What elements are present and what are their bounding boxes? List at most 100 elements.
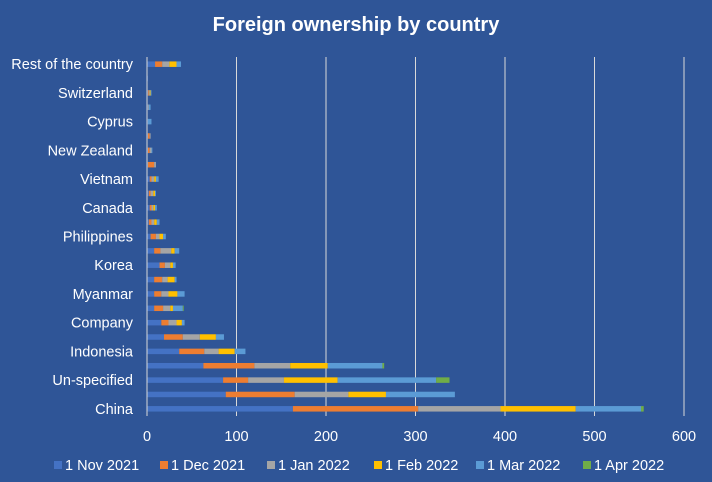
legend-swatch xyxy=(374,461,382,469)
category-label: Vietnam xyxy=(80,172,133,188)
legend-label: 1 Jan 2022 xyxy=(278,458,350,474)
bar-segment-series-4-cat-6 xyxy=(181,319,185,326)
legend-label: 1 Apr 2022 xyxy=(594,458,664,474)
bar-segment-series-4-cat-13 xyxy=(156,219,160,225)
bar-segment-series-1-cat-1 xyxy=(225,391,295,398)
bar-segment-series-3-cat-12 xyxy=(159,233,164,240)
bar-segment-series-3-cat-4 xyxy=(218,348,235,355)
bar-segment-series-2-cat-15 xyxy=(150,190,154,197)
bar-segment-series-0-cat-13 xyxy=(147,219,149,225)
bar-segment-series-1-cat-9 xyxy=(154,276,163,283)
bar-segment-series-1-cat-17 xyxy=(147,161,155,168)
bar-segment-series-3-cat-15 xyxy=(153,190,156,197)
x-tick-labels: 0 100 200 300 400 500 600 xyxy=(143,429,696,445)
bar-segment-series-1-cat-16 xyxy=(149,176,152,182)
bar-segment-series-3-cat-10 xyxy=(170,262,173,268)
bar-segment-series-0-cat-7 xyxy=(147,305,155,312)
bar-segment-series-2-cat-14 xyxy=(151,205,154,211)
bar-segment-series-1-cat-12 xyxy=(150,233,156,240)
category-label: Switzerland xyxy=(58,86,133,102)
category-label: Company xyxy=(71,316,134,332)
category-labels: China Un-specified Indonesia Company Myanmar… xyxy=(11,57,134,418)
bar-segment-series-1-cat-7 xyxy=(154,305,164,312)
bar-segment-series-2-cat-19 xyxy=(149,133,151,139)
legend-swatch xyxy=(267,461,275,469)
bar-segment-series-1-cat-15 xyxy=(148,190,151,197)
legend-swatch xyxy=(583,461,591,469)
bar-segment-series-0-cat-5 xyxy=(147,334,165,340)
bar-segment-series-2-cat-2 xyxy=(248,377,284,383)
bar-segment-series-0-cat-8 xyxy=(147,291,155,297)
bar-segment-series-1-cat-14 xyxy=(149,205,152,211)
bar-segment-series-4-cat-9 xyxy=(174,276,177,283)
bar-segment-series-0-cat-1 xyxy=(147,391,226,398)
bar-segment-series-2-cat-22 xyxy=(148,90,150,96)
x-tick-label: 200 xyxy=(314,429,338,445)
x-tick-label: 400 xyxy=(493,429,517,445)
category-label: Un-specified xyxy=(52,373,133,389)
legend-swatch xyxy=(54,461,62,469)
bar-segment-series-2-cat-4 xyxy=(204,348,219,355)
category-label: Philippines xyxy=(63,230,133,246)
legend-label: 1 Nov 2021 xyxy=(65,458,139,474)
bar-segment-series-4-cat-12 xyxy=(163,233,166,240)
bar-segment-series-3-cat-1 xyxy=(348,391,386,398)
bar-segment-series-0-cat-4 xyxy=(147,348,180,355)
bar-segment-series-1-cat-13 xyxy=(148,219,152,225)
category-label: Canada xyxy=(82,201,134,217)
bar-segment-series-4-cat-22 xyxy=(150,90,152,96)
bar-segment-series-1-cat-10 xyxy=(159,262,165,268)
bar-segment-series-2-cat-17 xyxy=(154,161,156,168)
bar-segment-series-0-cat-10 xyxy=(147,262,160,268)
bar-segment-series-4-cat-3 xyxy=(327,362,383,369)
bar-segment-series-4-cat-16 xyxy=(155,176,159,182)
bar-segment-series-1-cat-6 xyxy=(161,319,169,326)
x-tick-label: 300 xyxy=(403,429,427,445)
bar-segment-series-0-cat-6 xyxy=(147,319,162,326)
bar-segment-series-0-cat-2 xyxy=(147,377,224,383)
category-label: Rest of the country xyxy=(11,57,133,73)
bar-segment-series-2-cat-1 xyxy=(294,391,349,398)
category-label: Indonesia xyxy=(70,344,134,360)
gridlines xyxy=(236,57,685,416)
legend-label: 1 Feb 2022 xyxy=(385,458,458,474)
bar-segment-series-2-cat-0 xyxy=(418,406,501,412)
bar-segment-series-1-cat-4 xyxy=(179,348,205,355)
bar-segment-series-1-cat-19 xyxy=(147,133,150,139)
bar-segment-series-5-cat-3 xyxy=(382,362,385,369)
bar-segment-series-2-cat-5 xyxy=(182,334,200,340)
bar-segment-series-3-cat-22 xyxy=(149,90,151,96)
legend-swatch xyxy=(476,461,484,469)
bar-segment-series-4-cat-24 xyxy=(176,61,182,67)
bar-segment-series-3-cat-3 xyxy=(290,362,328,369)
bar-segment-series-2-cat-10 xyxy=(164,262,171,268)
bar-segment-series-3-cat-13 xyxy=(154,219,157,225)
bar-segment-series-3-cat-9 xyxy=(167,276,175,283)
bar-segment-series-4-cat-21 xyxy=(148,104,151,111)
bar-segment-series-4-cat-20 xyxy=(147,118,152,125)
bar-segment-series-1-cat-22 xyxy=(147,90,149,96)
bar-segment-series-4-cat-7 xyxy=(172,305,183,312)
x-tick-label: 0 xyxy=(143,429,151,445)
bar-segment-series-3-cat-5 xyxy=(199,334,216,340)
bar-segment-series-2-cat-16 xyxy=(151,176,155,182)
bar-segment-series-4-cat-5 xyxy=(215,334,224,340)
x-tick-label: 500 xyxy=(582,429,606,445)
legend-label: 1 Dec 2021 xyxy=(171,458,245,474)
bar-segment-series-3-cat-11 xyxy=(171,248,175,254)
bar-segment-series-1-cat-18 xyxy=(147,147,150,154)
x-tick-label: 100 xyxy=(224,429,248,445)
bar-segment-series-1-cat-0 xyxy=(292,406,419,412)
bar-segment-series-4-cat-15 xyxy=(155,190,156,197)
bar-segment-series-3-cat-0 xyxy=(500,406,576,412)
x-tick-label: 600 xyxy=(672,429,696,445)
bar-segment-series-2-cat-11 xyxy=(160,248,172,254)
bar-segment-series-1-cat-3 xyxy=(203,362,255,369)
bar-segment-series-0-cat-16 xyxy=(147,176,150,182)
bar-segment-series-3-cat-2 xyxy=(283,377,338,383)
bar-segment-series-4-cat-2 xyxy=(337,377,437,383)
bar-segment-series-4-cat-8 xyxy=(177,291,185,297)
bar-segment-series-5-cat-7 xyxy=(182,305,184,312)
